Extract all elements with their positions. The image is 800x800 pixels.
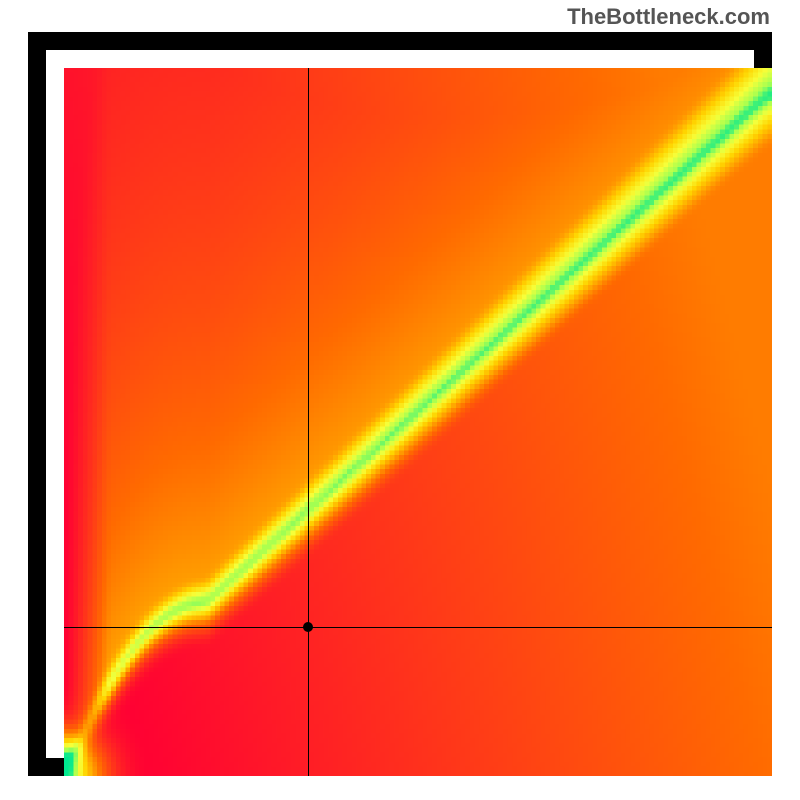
plot-frame [28,32,772,776]
crosshair-marker [303,622,313,632]
chart-container: TheBottleneck.com [0,0,800,800]
heatmap-canvas [64,68,772,776]
crosshair-vertical [308,68,309,776]
crosshair-horizontal [64,627,772,628]
attribution-text: TheBottleneck.com [567,4,770,30]
